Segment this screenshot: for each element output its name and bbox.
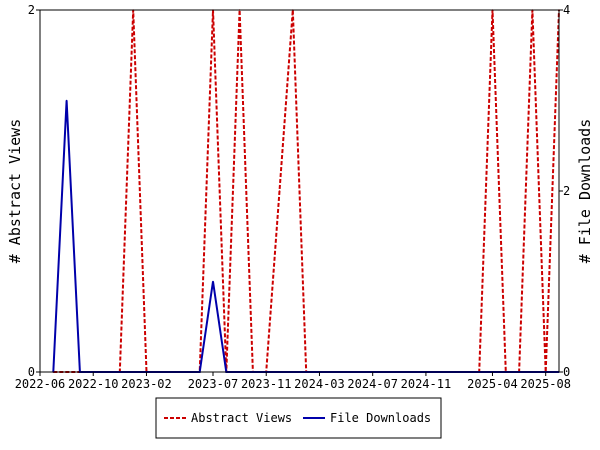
data-point [278,190,281,192]
x-tick-label: 2025-04 [467,377,518,391]
series-line-abstract-views [53,9,560,373]
x-tick-label: 2024-03 [294,377,345,391]
legend: Abstract Views File Downloads [155,397,442,439]
legend-label-file-downloads: File Downloads [330,411,431,425]
data-point [212,280,214,283]
x-tick-label: 2023-02 [121,377,172,391]
y-tick-label: 2 [28,3,35,17]
legend-label-abstract-views: Abstract Views [191,411,292,425]
y2-tick-label: 0 [563,365,570,379]
y2-axis-label: # File Downloads [576,119,594,264]
y2-tick-label: 4 [563,3,570,17]
x-tick-label: 2025-08 [520,377,571,391]
x-tick-label: 2024-07 [347,377,398,391]
y2-tick-label: 2 [563,184,570,198]
y-tick-label: 0 [28,365,35,379]
x-tick-label: 2022-06 [15,377,66,391]
x-axis-ticks: 2022-06 2022-10 2023-02 2023-07 2023-11 2024-… [15,372,571,391]
x-tick-label: 2022-10 [68,377,119,391]
x-tick-label: 2023-07 [188,377,239,391]
series-layer [52,9,560,373]
legend-box [155,397,442,439]
y-axis-label: # Abstract Views [6,119,24,264]
data-point [65,99,68,102]
x-tick-label: 2024-11 [401,377,452,391]
y-axis-ticks: 0 2 0 2 4 [28,3,570,379]
x-tick-label: 2023-11 [241,377,292,391]
